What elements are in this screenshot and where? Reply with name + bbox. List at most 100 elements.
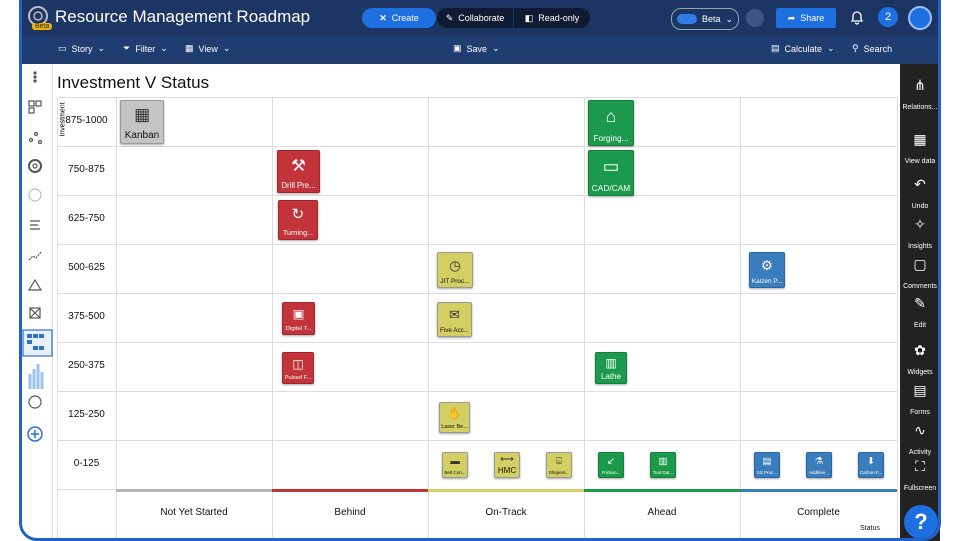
story-menu[interactable]: ▭ Story ⌄	[58, 43, 106, 54]
card-icon: ⬇	[866, 455, 876, 467]
card-icon: ⚙	[760, 257, 774, 273]
card[interactable]: ▭ CAD/CAM	[588, 150, 634, 196]
column-label: On-Track	[485, 507, 527, 518]
grid-line	[57, 97, 58, 541]
row-label: 875-1000	[65, 115, 108, 126]
grid-line	[57, 342, 897, 343]
card[interactable]: ⌂ Forging...	[588, 100, 634, 146]
beta-toggle[interactable]: Beta ⌄	[671, 8, 739, 30]
grid-line	[57, 244, 897, 245]
filter-menu[interactable]: ⏷ Filter ⌄	[123, 43, 168, 54]
card-icon: ▤	[762, 455, 772, 467]
user-icon[interactable]	[746, 9, 764, 27]
card-label: Turning...	[282, 228, 314, 237]
card[interactable]: ◷ JIT Proc...	[437, 252, 473, 288]
view-label: View	[198, 43, 218, 54]
sidebar-label[interactable]: Fullscreen	[903, 485, 937, 492]
search-button[interactable]: ⚲ Search	[852, 43, 893, 54]
card[interactable]: ↙ Friction...	[598, 452, 624, 478]
margin-right	[941, 0, 960, 541]
card[interactable]: ✋ Laser Be...	[439, 402, 470, 433]
share-label: Share	[800, 13, 825, 23]
card-icon: ▥	[658, 455, 668, 467]
sidebar-label[interactable]: Edit	[913, 322, 927, 329]
card-label: JIT Proc...	[440, 278, 470, 285]
calculate-label: Calculate	[784, 43, 823, 54]
sidebar-label[interactable]: Forms	[910, 409, 930, 416]
collaborate-label: Collaborate	[458, 13, 505, 23]
avatar[interactable]	[908, 6, 932, 30]
save-label: Save	[466, 43, 488, 54]
sidebar-label[interactable]: Widgets	[907, 369, 933, 376]
read-only-button[interactable]: ◧ Read-only	[514, 8, 590, 28]
sidebar-icon: ✿	[914, 342, 926, 358]
sidebar-icon: ▤	[913, 382, 927, 398]
column-label: Complete	[797, 507, 840, 518]
grid-line	[57, 293, 897, 294]
column-label: Behind	[334, 507, 366, 518]
card[interactable]: ⌸ Shapers...	[546, 452, 572, 478]
card-label: Five Acc...	[440, 327, 469, 334]
sidebar-label[interactable]: Comments	[903, 283, 937, 290]
card-label: Additive...	[809, 470, 829, 475]
row-label: 500-625	[68, 262, 105, 273]
sidebar-icon: ⋔	[914, 77, 926, 93]
save-menu[interactable]: ▣ Save ⌄	[453, 43, 500, 54]
card-icon: ✉	[448, 307, 461, 323]
sidebar-label[interactable]: Activity	[908, 449, 932, 456]
card-label: Kanban	[124, 130, 160, 141]
card[interactable]: ⟷ HMC	[494, 452, 520, 478]
bell-icon[interactable]	[850, 10, 864, 25]
sidebar-icon: ▦	[913, 131, 927, 147]
card-icon: ⚒	[291, 156, 306, 175]
card[interactable]: ▣ Digital T...	[282, 302, 315, 335]
card-icon: ▣	[292, 307, 305, 322]
x-axis-label: Status	[860, 525, 880, 532]
card-label: Friction...	[601, 470, 621, 475]
card[interactable]: ▥ Tool Dat...	[650, 452, 676, 478]
card[interactable]: ▬ Belt Con...	[442, 452, 468, 478]
sidebar-label[interactable]: View data	[904, 158, 936, 165]
card[interactable]: ⚙ Kaizen P...	[749, 252, 785, 288]
card[interactable]: ▥ Lathe	[595, 352, 627, 384]
card-icon: ⚗	[814, 455, 824, 467]
card[interactable]: ▤ SS Proc...	[754, 452, 780, 478]
card[interactable]: ↻ Turning...	[278, 200, 318, 240]
matrix-title: Investment V Status	[57, 73, 210, 92]
grid-line	[897, 97, 898, 541]
card-label: CAD/CAM	[591, 183, 631, 193]
toolbar	[0, 35, 960, 64]
view-menu[interactable]: ▦ View ⌄	[185, 43, 231, 54]
collaborate-button[interactable]: ✎ Collaborate	[437, 8, 513, 28]
status-bar	[116, 489, 272, 492]
sidebar-label[interactable]: Relations...	[902, 104, 938, 111]
grid-line	[272, 97, 273, 541]
row-label: 625-750	[68, 213, 105, 224]
column-label: Not Yet Started	[160, 507, 228, 518]
help-button[interactable]: ?	[904, 505, 938, 539]
share-button[interactable]: ➦ Share	[776, 8, 836, 28]
card[interactable]: ⚗ Additive...	[806, 452, 832, 478]
sidebar-icon: ∿	[914, 422, 926, 438]
grid-line	[57, 391, 897, 392]
card-label: Kaizen P...	[751, 278, 783, 285]
card[interactable]: ⚒ Drill Pre...	[277, 150, 320, 193]
row-label: 250-375	[68, 360, 105, 371]
card[interactable]: ✉ Five Acc...	[437, 302, 472, 337]
calculate-menu[interactable]: ▤ Calculate ⌄	[771, 43, 835, 54]
sidebar-label[interactable]: Undo	[911, 203, 929, 210]
filter-label: Filter	[135, 43, 156, 54]
row-label: 750-875	[68, 164, 105, 175]
card[interactable]: ▦ Kanban	[120, 100, 164, 144]
beta-badge: Beta	[32, 23, 53, 30]
notification-count[interactable]: 2	[878, 7, 898, 27]
read-only-label: Read-only	[538, 13, 580, 23]
card-label: Belt Con...	[444, 470, 466, 475]
card[interactable]: ⬇ Carbon F...	[858, 452, 884, 478]
status-bar	[740, 489, 897, 492]
margin-left	[0, 0, 19, 541]
create-button[interactable]: ✕ Create	[362, 8, 436, 28]
sidebar-label[interactable]: Insights	[907, 243, 933, 250]
card[interactable]: ◫ Pulsed F...	[282, 352, 314, 384]
sidebar-icon: ▢	[913, 256, 927, 272]
